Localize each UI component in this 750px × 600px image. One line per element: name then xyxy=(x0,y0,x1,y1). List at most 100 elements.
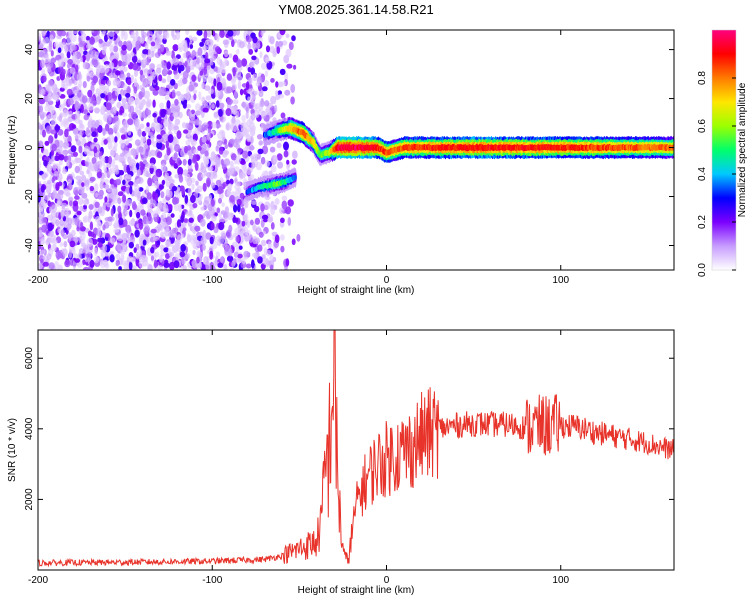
spectrogram-noise-blob xyxy=(49,34,54,42)
spectrogram-noise-blob xyxy=(129,97,134,103)
spectrogram-noise-blob xyxy=(139,256,144,263)
spectrogram-noise-blob xyxy=(76,73,83,81)
spectrogram-noise-blob xyxy=(156,134,162,140)
spectrogram-noise-blob xyxy=(51,176,55,183)
spectrogram-noise-blob xyxy=(58,193,64,200)
spectrogram-noise-blob xyxy=(205,95,212,101)
spectrogram-noise-blob xyxy=(76,210,82,216)
spectrogram-noise-blob xyxy=(120,134,126,140)
spectrogram-noise-blob xyxy=(183,218,189,223)
spectrogram-noise-blob xyxy=(257,244,263,252)
spectrogram-noise-blob xyxy=(265,249,272,256)
spectrogram-noise-blob xyxy=(73,89,79,95)
spectrogram-noise-blob xyxy=(190,139,197,147)
spectrogram-noise-blob xyxy=(76,91,83,101)
spectrogram-noise-blob xyxy=(170,79,176,86)
spectrogram-noise-blob xyxy=(51,83,58,92)
spectrogram-noise-blob xyxy=(168,203,173,211)
spectrogram-noise-blob xyxy=(62,142,69,148)
spectrogram-noise-blob xyxy=(89,36,95,45)
spectrogram-noise-blob xyxy=(105,232,110,238)
spectrogram-noise-blob xyxy=(152,198,157,208)
spectrogram-noise-blob xyxy=(277,161,284,169)
spectrogram-noise-blob xyxy=(123,83,128,91)
spectrogram-noise-blob xyxy=(47,79,54,87)
spectrogram-noise-blob xyxy=(269,45,275,54)
spectrogram-noise-blob xyxy=(82,81,87,89)
snr-x-label: Height of straight line (km) xyxy=(298,585,415,596)
spectrogram-noise-blob xyxy=(193,93,197,101)
spectrogram-noise-blob xyxy=(230,117,236,125)
spectrogram-noise-blob xyxy=(279,207,284,214)
spectrogram-noise-blob xyxy=(165,224,170,232)
spectrogram-noise-blob xyxy=(57,129,64,136)
spectrogram-noise-blob xyxy=(98,84,106,90)
spectrogram-noise-blob xyxy=(50,149,55,156)
spectrogram-noise-blob xyxy=(139,123,145,129)
spectrogram-noise-blob xyxy=(235,75,243,81)
spectrogram-noise-blob xyxy=(47,163,52,173)
spectrogram-noise-blob xyxy=(186,177,193,187)
spectrogram-noise-blob xyxy=(220,68,227,74)
spectrogram-noise-blob xyxy=(227,30,234,37)
spectrogram-noise-blob xyxy=(147,177,153,187)
spectrogram-noise-blob xyxy=(148,162,155,169)
spectrogram-noise-blob xyxy=(117,205,122,214)
spectrogram-noise-blob xyxy=(62,109,68,118)
spectrogram-noise-blob xyxy=(45,125,52,134)
spectrogram-noise-blob xyxy=(118,217,124,226)
snr-y-tick-label: 4000 xyxy=(24,417,35,440)
spectrogram-noise-blob xyxy=(249,94,256,101)
spectrogram-noise-blob xyxy=(172,57,179,66)
spectrogram-noise-blob xyxy=(250,112,256,121)
spectrogram-noise-blob xyxy=(154,122,161,131)
spectrogram-noise-blob xyxy=(204,150,209,157)
spectrogram-noise-blob xyxy=(39,111,45,121)
spectrogram-noise-blob xyxy=(89,185,95,192)
spectrogram-noise-blob xyxy=(141,31,147,38)
spectrogram-noise-blob xyxy=(166,74,172,83)
spectrogram-noise-blob xyxy=(48,105,55,115)
spectrogram-noise-blob xyxy=(245,81,250,90)
spectrogram-noise-blob xyxy=(166,147,171,156)
spectrogram-noise-blob xyxy=(133,247,137,254)
spectrogram-noise-blob xyxy=(194,225,201,232)
spectrogram-noise-blob xyxy=(135,98,142,105)
spectrogram-noise-blob xyxy=(245,236,251,241)
snr-background xyxy=(38,330,674,570)
spectrogram-noise-blob xyxy=(270,95,277,105)
spectrogram-noise-blob xyxy=(66,88,73,96)
spectrogram-noise-blob xyxy=(174,202,180,212)
spectrogram-noise-blob xyxy=(126,230,130,239)
spectrogram-noise-blob xyxy=(267,214,274,223)
spectrogram-noise-blob xyxy=(163,247,169,253)
spectrogram-noise-blob xyxy=(74,195,80,200)
spectrogram-noise-blob xyxy=(170,122,174,131)
spectrogram-noise-blob xyxy=(254,205,260,213)
spectrogram-noise-blob xyxy=(262,111,267,117)
spectrogram-noise-blob xyxy=(168,251,175,257)
spectrogram-noise-blob xyxy=(97,242,103,248)
spectrogram-noise-blob xyxy=(202,182,207,192)
spectrogram-noise-blob xyxy=(256,153,261,160)
spectrogram-noise-blob xyxy=(71,217,76,226)
spectrogram-noise-blob xyxy=(245,263,252,269)
spectrogram-noise-blob xyxy=(45,115,50,122)
spectrogram-noise-blob xyxy=(145,185,150,195)
spectrogram-noise-blob xyxy=(113,168,120,175)
spectrogram-noise-blob xyxy=(192,153,197,163)
spectrogram-noise-blob xyxy=(86,169,90,175)
spectrogram-noise-blob xyxy=(129,185,133,195)
spectrogram-noise-blob xyxy=(246,167,252,176)
spectrogram-noise-blob xyxy=(138,187,144,192)
spectrogram-noise-blob xyxy=(232,99,239,105)
spectrogram-y-tick-label: 20 xyxy=(24,93,35,105)
spectrogram-noise-blob xyxy=(63,57,69,63)
spectrogram-noise-blob xyxy=(207,39,214,47)
spectrogram-noise-blob xyxy=(241,58,248,67)
spectrogram-noise-blob xyxy=(172,112,178,118)
spectrogram-noise-blob xyxy=(117,233,124,242)
spectrogram-noise-blob xyxy=(264,100,270,107)
spectrogram-noise-blob xyxy=(73,79,78,86)
spectrogram-noise-blob xyxy=(126,72,131,78)
